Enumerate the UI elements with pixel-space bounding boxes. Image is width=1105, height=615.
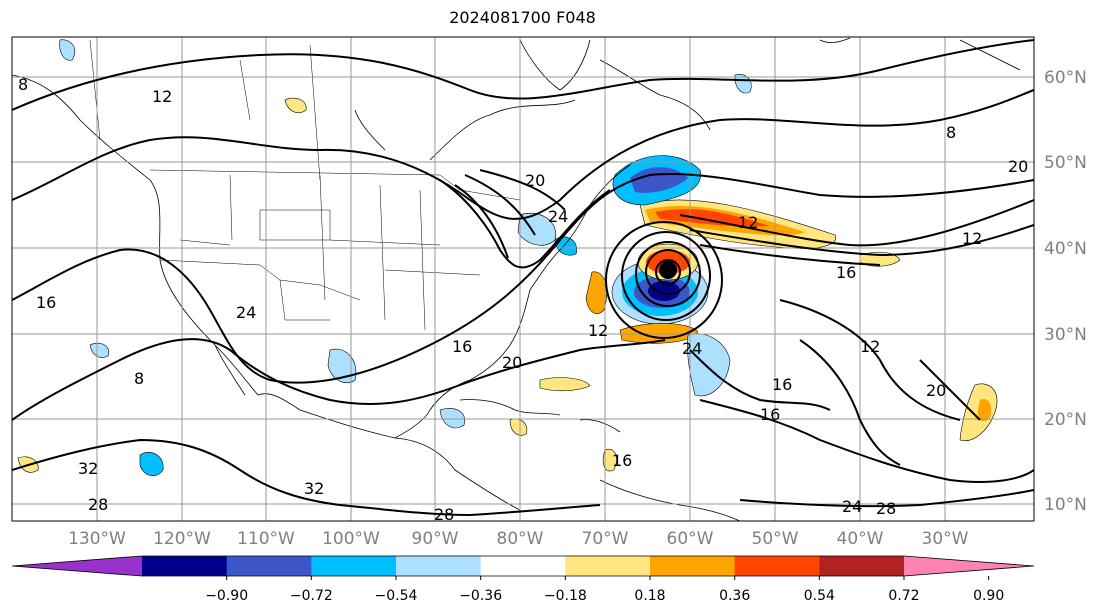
contour-label: 16 — [612, 451, 632, 470]
contour-label: 12 — [588, 321, 608, 340]
colorbar-bin — [396, 556, 482, 576]
contour-labels: 8 12 16 20 24 28 32 16 12 24 20 16 8 12 … — [18, 75, 1028, 524]
longitude-tick-label: 80°W — [497, 529, 544, 549]
colorbar-tick-label: −0.72 — [290, 588, 333, 604]
longitude-tick-label: 70°W — [582, 529, 629, 549]
shading-patch — [734, 74, 752, 94]
contour-label: 16 — [836, 263, 856, 282]
colorbar-bin — [819, 556, 905, 576]
colorbar-swatches — [11, 555, 1035, 577]
latitude-tick-label: 60°N — [1044, 68, 1087, 88]
longitude-tick-label: 60°W — [667, 529, 714, 549]
contour-label: 24 — [548, 207, 568, 226]
contour-label: 12 — [738, 213, 758, 232]
longitude-tick-label: 90°W — [412, 529, 459, 549]
colorbar-tick-label: 0.18 — [634, 588, 665, 604]
latitude-axis: 60°N 50°N 40°N 30°N 20°N 10°N — [1044, 68, 1087, 515]
colorbar-tick-label: 0.90 — [973, 588, 1004, 604]
colorbar-extend-high — [904, 556, 1034, 576]
map-title: 2024081700 F048 — [449, 8, 596, 27]
colorbar-tick-label: −0.36 — [459, 588, 502, 604]
colorbar-tick-label: −0.18 — [544, 588, 587, 604]
political-borders — [89, 39, 521, 331]
longitude-tick-label: 110°W — [237, 529, 295, 549]
colorbar-bin — [480, 556, 566, 576]
hurricane-center-marker — [659, 261, 677, 279]
colorbar: −0.90 −0.72 −0.54 −0.36 −0.18 0.18 0.36 0.54 0.7… — [11, 555, 1035, 604]
positive-band-max — [655, 209, 770, 227]
contour-label: 32 — [304, 479, 324, 498]
contour-label: 28 — [434, 505, 454, 524]
latitude-tick-label: 40°N — [1044, 239, 1087, 259]
contour-label: 20 — [502, 353, 522, 372]
latitude-tick-label: 10°N — [1044, 495, 1087, 515]
colorbar-labels: −0.90 −0.72 −0.54 −0.36 −0.18 0.18 0.36 0.54 0.7… — [205, 576, 1004, 604]
shading-patch — [139, 451, 164, 477]
contour-label: 16 — [36, 293, 56, 312]
longitude-tick-label: 50°W — [752, 529, 799, 549]
contour-label: 16 — [772, 375, 792, 394]
gridlines — [12, 37, 1034, 521]
contour-label: 8 — [134, 369, 144, 388]
colorbar-bin — [226, 556, 312, 576]
longitude-axis: 130°W 120°W 110°W 100°W 90°W 80°W 70°W 6… — [68, 529, 969, 549]
longitude-tick-label: 120°W — [153, 529, 211, 549]
shading-patch — [89, 342, 110, 358]
colorbar-tick-label: −0.90 — [205, 588, 248, 604]
colorbar-bin — [142, 556, 228, 576]
shading-patch — [977, 399, 992, 422]
colorbar-bin — [650, 556, 736, 576]
colorbar-tick-label: 0.72 — [888, 588, 919, 604]
contour-label: 12 — [152, 87, 172, 106]
contour-label: 28 — [88, 495, 108, 514]
shading-patch — [539, 377, 591, 392]
longitude-tick-label: 30°W — [922, 529, 969, 549]
colorbar-bin — [311, 556, 397, 576]
western-positive-streak — [585, 271, 607, 314]
longitude-tick-label: 130°W — [68, 529, 126, 549]
contour-label: 24 — [842, 497, 862, 516]
contour-label: 20 — [926, 381, 946, 400]
map-panel: 8 12 16 20 24 28 32 16 12 24 20 16 8 12 … — [11, 36, 1035, 524]
colorbar-bin — [734, 556, 820, 576]
contour-label: 32 — [78, 459, 98, 478]
colorbar-tick-label: −0.54 — [375, 588, 418, 604]
contour-label: 8 — [18, 75, 28, 94]
shading-patch — [602, 448, 617, 472]
contour-label: 16 — [452, 337, 472, 356]
shading-patch — [439, 408, 466, 429]
colorbar-tick-label: 0.54 — [804, 588, 835, 604]
contour-label: 28 — [876, 499, 896, 518]
contour-label: 12 — [860, 337, 880, 356]
contour-label: 16 — [760, 405, 780, 424]
contour-label: 24 — [682, 339, 702, 358]
map-frame — [11, 36, 1035, 522]
contour-label: 8 — [946, 123, 956, 142]
colorbar-outline — [11, 555, 1035, 577]
southern-negative-streak — [687, 333, 731, 397]
contour-label: 20 — [525, 171, 545, 190]
longitude-tick-label: 100°W — [322, 529, 380, 549]
latitude-tick-label: 50°N — [1044, 153, 1087, 173]
map-background — [12, 37, 1034, 521]
shading-patch — [59, 39, 76, 61]
latitude-tick-label: 30°N — [1044, 325, 1087, 345]
colorbar-extend-low — [12, 556, 142, 576]
shading-patch — [554, 236, 577, 256]
hurricane-negative-core — [648, 281, 680, 301]
contour-label: 20 — [1008, 157, 1028, 176]
colorbar-tick-label: 0.36 — [719, 588, 750, 604]
latitude-tick-label: 20°N — [1044, 410, 1087, 430]
shading-patch — [327, 348, 357, 384]
shading-patch — [284, 97, 307, 113]
contour-label: 24 — [236, 303, 256, 322]
contour-label: 12 — [962, 229, 982, 248]
colorbar-bin — [565, 556, 651, 576]
contour-lines — [12, 39, 1034, 517]
longitude-tick-label: 40°W — [837, 529, 884, 549]
